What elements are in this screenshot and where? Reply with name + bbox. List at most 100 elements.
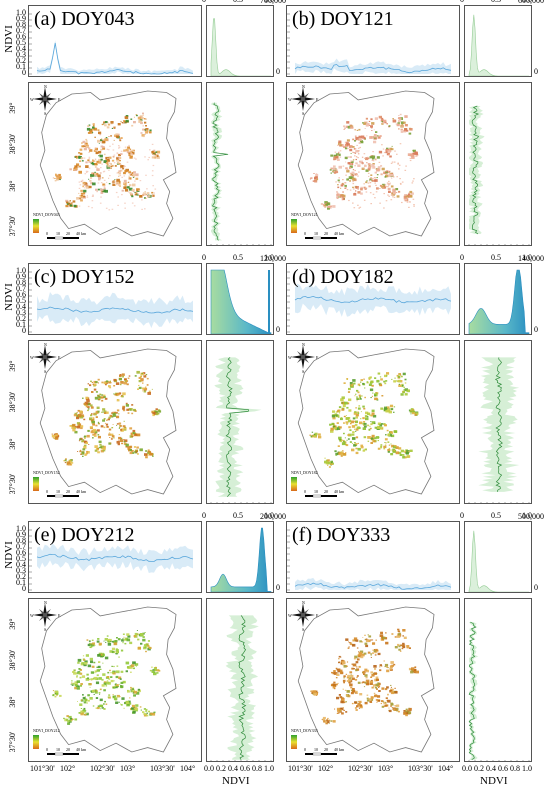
ndvi-pixel: [410, 710, 412, 712]
ndvi-pixel: [382, 638, 384, 641]
ndvi-pixel: [131, 124, 134, 127]
y-tick-label: 0.1: [16, 320, 26, 329]
ndvi-pixel: [93, 149, 97, 152]
ndvi-pixel: [382, 701, 385, 703]
ndvi-profile-box: [286, 5, 460, 77]
ndvi-pixel: [79, 195, 81, 197]
ndvi-pixel: [152, 164, 155, 167]
scale-bar-label: 40 km: [334, 231, 345, 236]
ndvi-pixel: [365, 157, 369, 161]
ndvi-pixel: [371, 177, 374, 180]
hist-x-tick: 0: [460, 0, 464, 4]
ndvi-pixel: [83, 701, 87, 704]
ndvi-pixel: [121, 697, 125, 700]
latitudinal-mean-line: [471, 105, 480, 235]
ndvi-pixel: [354, 420, 358, 423]
ndvi-pixel: [154, 152, 156, 154]
ndvi-pixel: [396, 195, 400, 198]
ndvi-pixel: [331, 671, 333, 674]
ndvi-pixel: [97, 129, 100, 131]
ndvi-pixel: [330, 462, 333, 464]
ndvi-pixel: [354, 155, 356, 157]
hist-x-tick: 0: [460, 511, 464, 520]
freq-max-label: 120,000: [260, 254, 286, 263]
ndvi-pixel: [90, 645, 93, 648]
latitudinal-range-band: [469, 622, 479, 760]
ndvi-pixel: [384, 637, 388, 640]
ndvi-pixel: [363, 673, 365, 675]
ndvi-pixel: [101, 678, 104, 681]
panel-title: (a) DOY043: [34, 8, 135, 30]
ndvi-pixel: [87, 159, 90, 162]
ndvi-pixel: [141, 372, 143, 375]
ndvi-pixel: [315, 178, 319, 181]
north-arrow-diag: [39, 93, 51, 105]
ndvi-pixel: [388, 195, 390, 197]
ndvi-mean-line: [294, 64, 452, 74]
ndvi-pixel: [373, 140, 377, 144]
scale-bar-segment: [54, 752, 64, 756]
ndvi-pixel: [352, 169, 355, 171]
ndvi-pixel: [349, 429, 352, 431]
ndvi-pixel: [99, 133, 102, 136]
ndvi-pixel: [337, 668, 341, 671]
ndvi-pixel: [359, 704, 363, 707]
ndvi-pixel: [343, 416, 346, 418]
ndvi-pixel: [381, 665, 383, 667]
ndvi-pixel: [389, 147, 393, 150]
y-tick-label: 0.2: [16, 56, 26, 65]
ndvi-pixel: [331, 683, 335, 687]
ndvi-pixel: [92, 423, 95, 426]
ndvi-pixel: [336, 712, 339, 714]
ndvi-pixel: [357, 411, 359, 413]
ndvi-pixel: [122, 405, 126, 408]
ndvi-pixel: [390, 443, 392, 445]
scale-bar-label: 40 km: [334, 489, 345, 494]
ndvi-pixel: [398, 383, 401, 385]
ndvi-pixel: [107, 157, 109, 159]
ndvi-pixel: [380, 703, 382, 705]
ndvi-pixel: [352, 138, 355, 141]
ndvi-pixel: [108, 442, 112, 445]
ndvi-pixel: [408, 206, 410, 208]
ndvi-pixel: [349, 156, 352, 158]
ndvi-mean-line: [36, 42, 194, 75]
legend-title: NDVI_DOY043: [33, 212, 60, 217]
ndvi-pixel: [106, 161, 109, 164]
ndvi-pixel: [362, 681, 365, 684]
ndvi-pixel: [92, 678, 95, 680]
ndvi-pixel: [336, 191, 338, 193]
ndvi-pixel: [335, 181, 337, 183]
ndvi-pixel: [108, 209, 111, 211]
ndvi-pixel: [96, 666, 99, 668]
ndvi-pixel: [135, 691, 140, 695]
ndvi-pixel: [348, 433, 352, 437]
ndvi-pixel: [84, 453, 88, 456]
ndvi-pixel: [365, 669, 369, 673]
ndvi-pixel: [79, 450, 82, 453]
ndvi-pixel: [113, 680, 115, 682]
ndvi-pixel: [383, 448, 386, 450]
ndvi-pixel: [346, 415, 347, 416]
ndvi-pixel: [88, 147, 91, 149]
ndvi-pixel: [352, 188, 355, 190]
ndvi-pixel: [330, 720, 333, 722]
ndvi-pixel: [362, 168, 364, 170]
ndvi-pixel: [314, 180, 318, 183]
ndvi-pixel: [70, 717, 73, 720]
ndvi-pixel: [77, 701, 78, 702]
latitudinal-mean-line: [494, 357, 503, 492]
scale-bar-label: 40 km: [334, 747, 345, 752]
ndvi-pixel: [333, 156, 336, 158]
ndvi-pixel: [391, 161, 394, 163]
scale-bar-segment: [312, 236, 322, 240]
ndvi-pixel: [363, 686, 366, 688]
y-tick-label: 0: [22, 68, 26, 77]
ndvi-pixel: [363, 186, 366, 189]
ndvi-pixel: [364, 674, 368, 677]
ndvi-pixel: [152, 151, 155, 153]
ndvi-pixel: [342, 661, 346, 665]
ndvi-pixel: [94, 644, 96, 646]
ndvi-pixel: [380, 384, 383, 387]
ndvi-pixel: [378, 686, 380, 688]
